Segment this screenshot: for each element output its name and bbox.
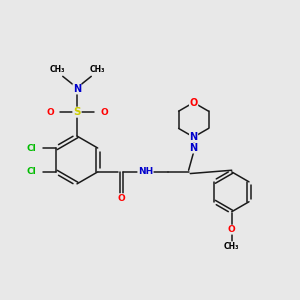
Text: N: N — [190, 143, 198, 153]
Text: N: N — [73, 84, 81, 94]
Text: CH₃: CH₃ — [89, 65, 105, 74]
Text: O: O — [118, 194, 125, 203]
Text: S: S — [73, 107, 81, 117]
Text: Cl: Cl — [27, 167, 36, 176]
Text: O: O — [228, 225, 236, 234]
Text: O: O — [100, 108, 108, 117]
Text: CH₃: CH₃ — [224, 242, 239, 251]
Text: O: O — [46, 108, 54, 117]
Text: CH₃: CH₃ — [49, 65, 65, 74]
Text: O: O — [190, 98, 198, 108]
Text: N: N — [190, 132, 198, 142]
Text: NH: NH — [138, 167, 153, 176]
Text: Cl: Cl — [27, 143, 36, 152]
